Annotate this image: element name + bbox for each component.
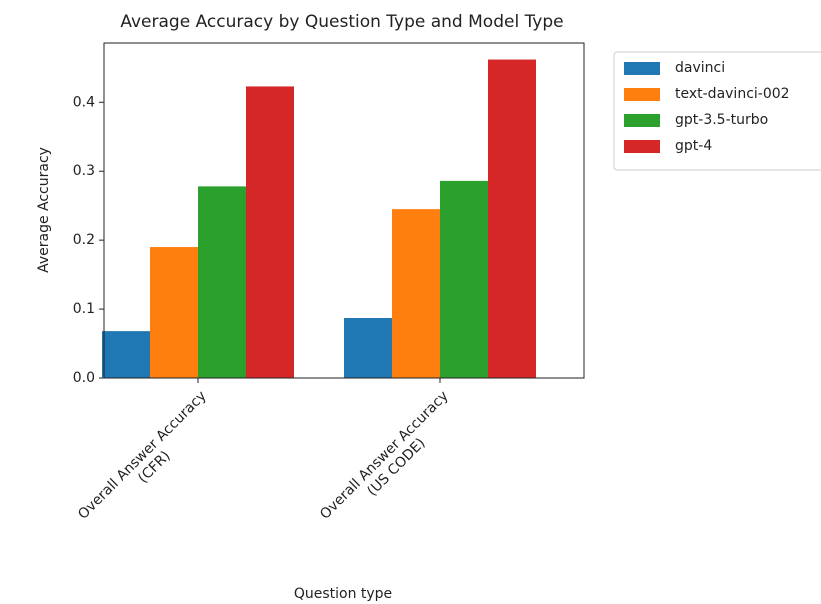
y-axis-label: Average Accuracy — [36, 147, 52, 273]
legend-label: gpt-3.5-turbo — [675, 112, 768, 128]
chart-title: Average Accuracy by Question Type and Mo… — [120, 12, 563, 32]
bar — [488, 59, 536, 378]
bar — [246, 86, 294, 378]
legend-swatch — [624, 62, 660, 75]
y-tick-label: 0.1 — [73, 301, 95, 317]
y-tick-label: 0.3 — [73, 163, 95, 179]
bar — [440, 180, 488, 378]
bar — [150, 247, 198, 378]
legend-label: davinci — [675, 60, 725, 76]
x-axis-label: Question type — [294, 586, 392, 602]
y-tick-label: 0.2 — [73, 232, 95, 248]
bar — [198, 186, 246, 378]
y-tick-label: 0.0 — [73, 370, 95, 386]
bar — [344, 318, 392, 378]
y-tick-label: 0.4 — [73, 94, 95, 110]
plot-frame — [103, 42, 585, 379]
legend-box — [613, 51, 821, 171]
legend-swatch — [624, 140, 660, 153]
legend-label: text-davinci-002 — [675, 86, 790, 102]
bar — [392, 209, 440, 378]
legend-swatch — [624, 114, 660, 127]
legend-label: gpt-4 — [675, 138, 712, 154]
legend-swatch — [624, 88, 660, 101]
bar — [102, 331, 150, 378]
